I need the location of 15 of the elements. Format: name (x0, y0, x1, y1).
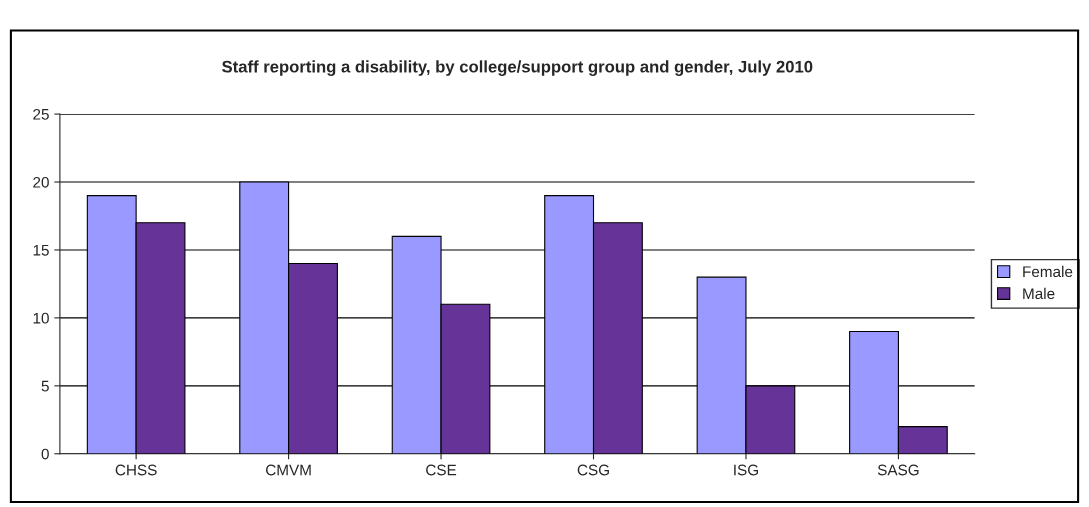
y-tick-label: 5 (41, 380, 49, 392)
y-tick-label: 15 (33, 244, 49, 256)
x-tick-label: CSE (426, 464, 457, 476)
legend-label: Female (1023, 265, 1073, 278)
chart-title: Staff reporting a disability, by college/support group and gender, July 2010 (222, 60, 813, 76)
y-tick-label: 20 (33, 176, 49, 188)
legend-label: Male (1023, 287, 1055, 300)
x-tick-label: CMVM (266, 464, 311, 476)
y-tick-label: 25 (33, 108, 49, 120)
y-tick-label: 0 (41, 448, 49, 460)
y-tick-label: 10 (33, 312, 49, 324)
x-tick-label: ISG (734, 464, 758, 476)
x-tick-label: CSG (577, 464, 609, 476)
x-tick-label: SASG (877, 464, 919, 476)
x-tick-label: CHSS (115, 464, 157, 476)
